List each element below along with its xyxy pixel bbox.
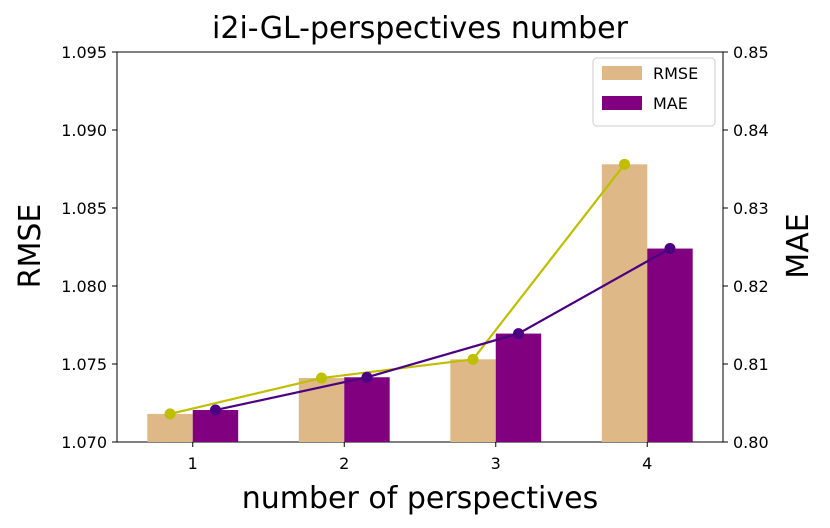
axes: 1 2 3 4 1.070 1.075 1.080 1.085 1.090 1.095 0.80 0.… [61, 43, 768, 473]
line-rmse [169, 163, 626, 415]
y-left-tick-label-1.085: 1.085 [61, 199, 107, 218]
y-left-tick-label-1.075: 1.075 [61, 355, 107, 374]
point-mae-4 [664, 243, 676, 255]
y-right-tick-label-0.84: 0.84 [733, 121, 769, 140]
legend-label-rmse: RMSE [653, 64, 698, 83]
bar-mae-3 [495, 333, 542, 442]
y-left-tick-label-1.080: 1.080 [61, 277, 107, 296]
point-rmse-1 [164, 408, 176, 420]
point-rmse-4 [619, 158, 631, 170]
y-right-tick-label-0.81: 0.81 [733, 355, 769, 374]
y-right-tick-label-0.82: 0.82 [733, 277, 769, 296]
plot-frame [116, 51, 724, 443]
y-axis-left-title: RMSE [13, 204, 48, 289]
bars [147, 164, 693, 442]
x-tick-label-4: 4 [642, 454, 652, 473]
y-right-tick-label-0.80: 0.80 [733, 433, 769, 452]
point-mae-2 [361, 371, 373, 383]
y-left-tick-label-1.070: 1.070 [61, 433, 107, 452]
bar-rmse-3 [450, 359, 496, 442]
bar-mae-2 [344, 377, 390, 442]
y-left-tick-label-1.090: 1.090 [61, 121, 107, 140]
point-rmse-2 [316, 372, 328, 384]
legend: RMSE MAE [592, 57, 716, 127]
y-right-tick-label-0.85: 0.85 [733, 43, 769, 62]
y-left-tick-label-1.095: 1.095 [61, 43, 107, 62]
legend-swatch-rmse [602, 66, 642, 80]
lines [164, 158, 676, 420]
point-mae-1 [209, 404, 221, 416]
point-mae-3 [512, 328, 524, 340]
bar-rmse-4 [601, 164, 648, 442]
chart-title: i2i-GL-perspectives number [212, 11, 629, 46]
legend-label-mae: MAE [653, 94, 688, 113]
y-axis-right-title: MAE [781, 213, 816, 278]
legend-swatch-mae [602, 96, 642, 110]
bar-rmse-2 [298, 378, 345, 442]
line-mae [215, 247, 671, 412]
x-tick-label-1: 1 [188, 454, 198, 473]
x-axis-title: number of perspectives [242, 481, 598, 516]
x-tick-label-2: 2 [339, 454, 349, 473]
y-right-tick-label-0.83: 0.83 [733, 199, 769, 218]
x-tick-label-3: 3 [491, 454, 501, 473]
bar-mae-4 [647, 248, 693, 442]
point-rmse-3 [467, 353, 479, 365]
